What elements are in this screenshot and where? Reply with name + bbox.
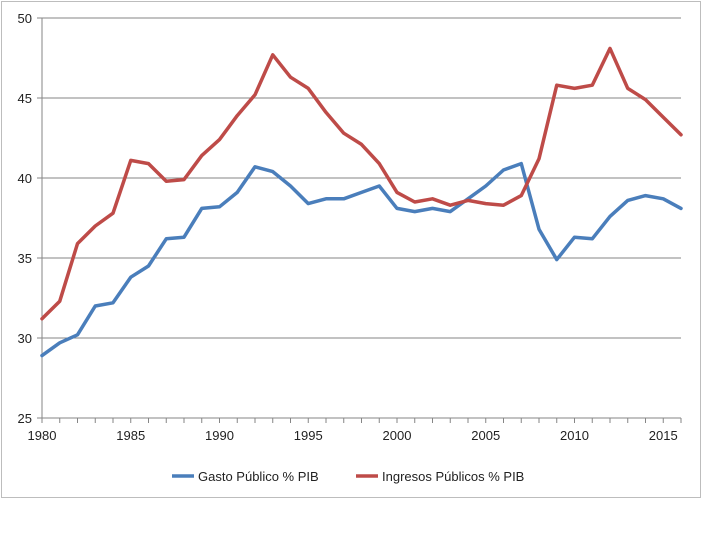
- x-tick-label: 2010: [560, 428, 589, 443]
- x-tick-label: 1990: [205, 428, 234, 443]
- legend-label-1: Ingresos Públicos % PIB: [382, 469, 524, 484]
- x-tick-label: 1985: [116, 428, 145, 443]
- grid-lines: [42, 17, 681, 339]
- x-tick-label: 1995: [294, 428, 323, 443]
- y-tick-label: 40: [18, 171, 32, 186]
- x-tick-label: 1980: [28, 428, 57, 443]
- y-tick-label: 25: [18, 411, 32, 426]
- y-tick-labels: 25 30 35 40 45 50: [18, 11, 32, 426]
- y-tick-label: 45: [18, 91, 32, 106]
- legend: Gasto Público % PIB Ingresos Públicos % P…: [172, 469, 524, 484]
- legend-label-0: Gasto Público % PIB: [198, 469, 319, 484]
- x-tick-label: 2015: [649, 428, 678, 443]
- x-tick-label: 2000: [383, 428, 412, 443]
- series-lines: [40, 46, 683, 358]
- axes: [37, 17, 682, 423]
- chart-frame: [1, 1, 701, 498]
- series-line-1: [40, 46, 683, 321]
- series-line-0: [40, 161, 683, 358]
- y-tick-label: 30: [18, 331, 32, 346]
- y-tick-label: 35: [18, 251, 32, 266]
- x-tick-label: 2005: [471, 428, 500, 443]
- x-tick-labels: 1980 1985 1990 1995 2000 2005 2010 2015: [28, 428, 678, 443]
- y-tick-label: 50: [18, 11, 32, 26]
